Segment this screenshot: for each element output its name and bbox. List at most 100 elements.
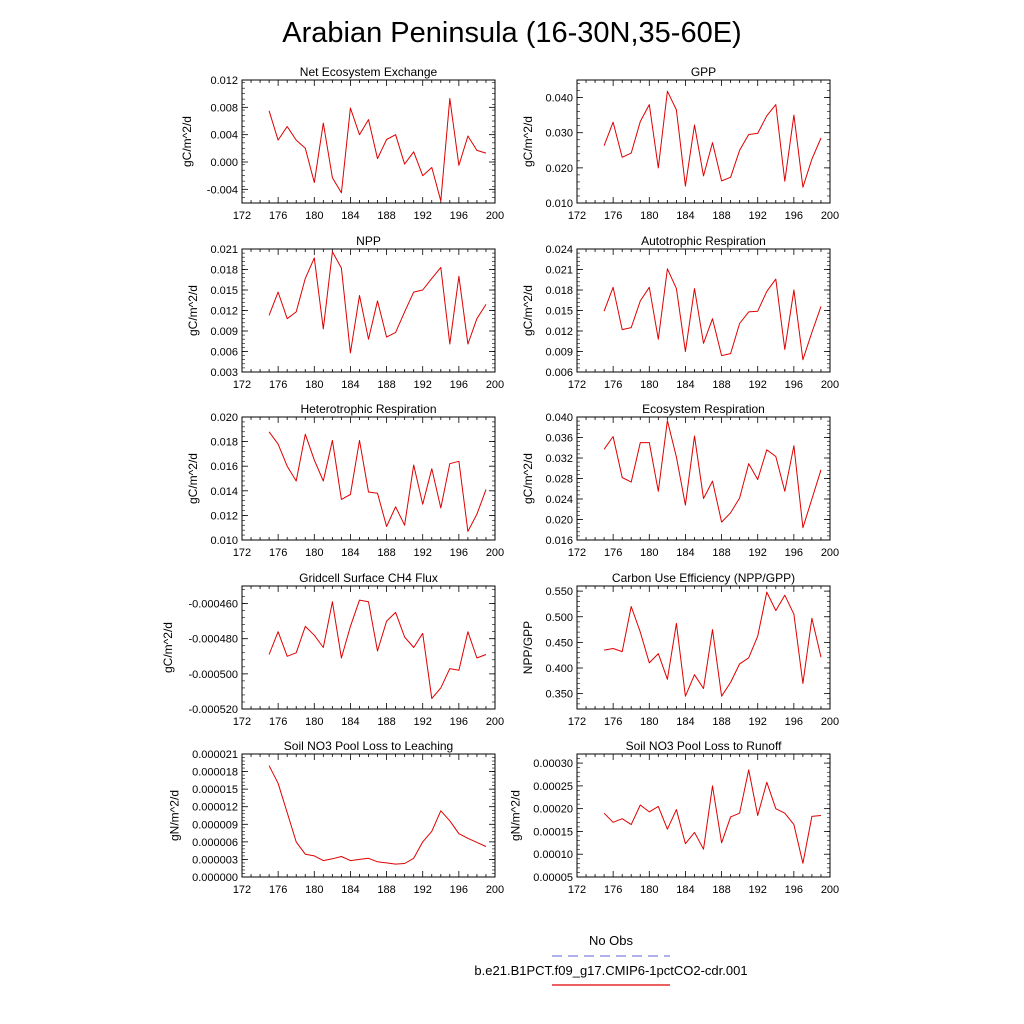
y-tick-label: 0.00030: [533, 758, 573, 770]
y-tick-label: 0.000012: [192, 802, 238, 814]
figure-title: Arabian Peninsula (16-30N,35-60E): [282, 17, 741, 49]
x-tick-label: 176: [604, 547, 622, 559]
y-axis-label: gC/m^2/d: [521, 116, 535, 167]
panel-8: Soil NO3 Pool Loss to Leaching 172 176 180 1…: [167, 739, 504, 896]
panel-4: Heterotrophic Respiration 172 176 180 184 188…: [186, 402, 504, 559]
y-tick-label: 0.024: [545, 494, 573, 506]
y-tick-label: 0.018: [210, 265, 238, 277]
y-tick-label: 0.012: [210, 510, 238, 522]
y-tick-label: 0.00025: [533, 781, 573, 793]
series-line: [604, 591, 822, 697]
x-tick-label: 188: [377, 210, 395, 222]
x-tick-label: 180: [305, 547, 323, 559]
y-tick-label: 0.500: [545, 612, 573, 624]
x-tick-label: 200: [821, 547, 839, 559]
legend-label-run: b.e21.B1PCT.f09_g17.CMIP6-1pctCO2-cdr.00…: [474, 963, 747, 978]
y-tick-label: 0.008: [210, 102, 238, 114]
y-tick-label: 0.012: [210, 306, 238, 318]
y-tick-label: 0.032: [545, 453, 573, 465]
panel-title: Carbon Use Efficiency (NPP/GPP): [612, 571, 795, 585]
panel-2: NPP 172 176 180 184 188 192 196 200 0.003 0.006 0.0…: [186, 234, 504, 391]
y-tick-label: 0.00005: [533, 872, 573, 884]
y-axis-label: gC/m^2/d: [521, 453, 535, 504]
y-tick-label: 0.015: [210, 285, 238, 297]
y-tick-label: 0.009: [545, 347, 573, 359]
x-tick-label: 176: [269, 210, 287, 222]
x-tick-label: 200: [821, 379, 839, 391]
y-tick-label: 0.009: [210, 326, 238, 338]
y-tick-label: 0.021: [210, 244, 238, 256]
y-tick-label: 0.00015: [533, 826, 573, 838]
y-tick-label: 0.000021: [192, 749, 238, 761]
panel-title: Soil NO3 Pool Loss to Runoff: [626, 739, 783, 753]
x-tick-label: 184: [341, 547, 359, 559]
y-tick-label: 0.018: [545, 285, 573, 297]
x-tick-label: 196: [450, 884, 468, 896]
x-tick-label: 196: [450, 547, 468, 559]
y-tick-label: 0.400: [545, 663, 573, 675]
x-tick-label: 196: [450, 210, 468, 222]
x-tick-label: 180: [640, 210, 658, 222]
x-tick-label: 200: [486, 210, 504, 222]
y-tick-label: 0.010: [545, 198, 573, 210]
panel-6: Gridcell Surface CH4 Flux 172 176 180 184 188…: [161, 571, 504, 728]
y-tick-label: 0.000000: [192, 872, 238, 884]
series-line: [603, 268, 822, 361]
x-tick-label: 176: [604, 884, 622, 896]
y-tick-label: 0.000003: [192, 854, 238, 866]
x-tick-label: 176: [269, 884, 287, 896]
x-tick-label: 196: [785, 716, 803, 728]
panel-3: Autotrophic Respiration 172 176 180 184 188 19…: [521, 234, 839, 391]
y-tick-label: -0.000480: [188, 634, 238, 646]
x-tick-label: 172: [233, 884, 251, 896]
panel-title: Ecosystem Respiration: [642, 402, 765, 416]
x-tick-label: 200: [486, 379, 504, 391]
x-tick-label: 192: [414, 884, 432, 896]
y-tick-label: 0.014: [210, 486, 238, 498]
x-tick-label: 192: [749, 884, 767, 896]
x-tick-label: 184: [676, 210, 694, 222]
x-tick-label: 172: [233, 210, 251, 222]
panel-5: Ecosystem Respiration 172 176 180 184 188 192 1…: [521, 402, 839, 559]
x-tick-label: 172: [233, 547, 251, 559]
x-tick-label: 188: [712, 379, 730, 391]
y-tick-label: 0.018: [210, 437, 238, 449]
y-tick-label: 0.000: [210, 157, 238, 169]
x-tick-label: 192: [414, 379, 432, 391]
x-tick-label: 180: [305, 379, 323, 391]
y-tick-label: 0.021: [545, 265, 573, 277]
panel-title: Autotrophic Respiration: [641, 234, 766, 248]
y-tick-label: 0.00020: [533, 804, 573, 816]
x-tick-label: 184: [676, 379, 694, 391]
y-axis-label: gC/m^2/d: [186, 285, 200, 336]
x-tick-label: 180: [640, 379, 658, 391]
y-tick-label: 0.000009: [192, 819, 238, 831]
x-tick-label: 188: [712, 716, 730, 728]
panel-0: Net Ecosystem Exchange 172 176 180 184 188 192…: [180, 65, 504, 222]
x-tick-label: 176: [604, 716, 622, 728]
x-tick-label: 196: [785, 210, 803, 222]
y-axis-label: gN/m^2/d: [167, 790, 181, 841]
y-tick-label: 0.030: [545, 128, 573, 140]
x-tick-label: 196: [785, 379, 803, 391]
y-tick-label: 0.010: [210, 535, 238, 547]
plot-frame: [576, 416, 831, 541]
plot-frame: [576, 753, 831, 878]
panel-title: Soil NO3 Pool Loss to Leaching: [284, 739, 453, 753]
y-tick-label: 0.028: [545, 474, 573, 486]
x-tick-label: 200: [821, 716, 839, 728]
y-tick-label: 0.550: [545, 586, 573, 598]
x-tick-label: 188: [377, 884, 395, 896]
x-tick-label: 192: [414, 547, 432, 559]
y-tick-label: 0.020: [210, 412, 238, 424]
y-axis-label: gC/m^2/d: [180, 116, 194, 167]
series-line: [603, 420, 822, 529]
x-tick-label: 180: [305, 210, 323, 222]
y-tick-label: 0.00010: [533, 849, 573, 861]
x-tick-label: 184: [341, 716, 359, 728]
series-line: [268, 251, 487, 354]
y-tick-label: 0.000006: [192, 837, 238, 849]
panel-7: Carbon Use Efficiency (NPP/GPP) 172 176 180…: [521, 571, 839, 728]
y-axis-label: gC/m^2/d: [521, 285, 535, 336]
plot-frame: [241, 416, 496, 541]
